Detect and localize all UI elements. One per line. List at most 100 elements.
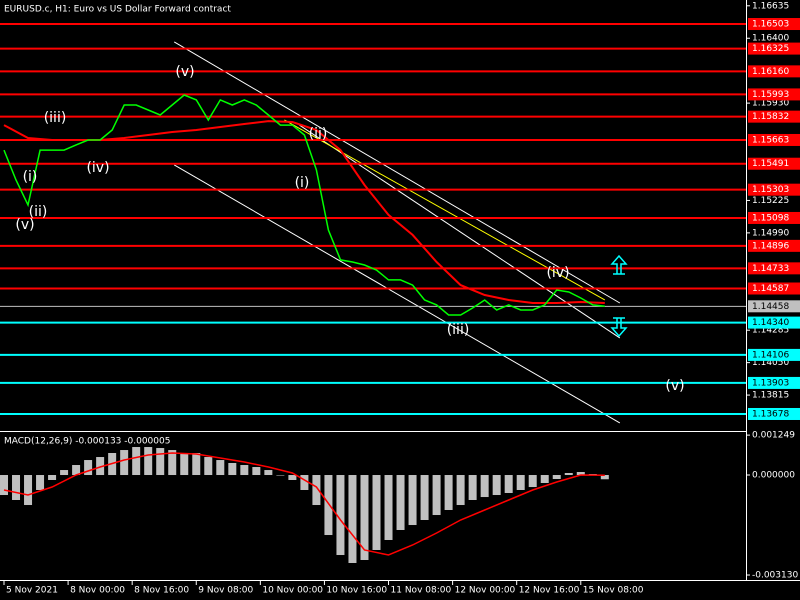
macd-bar [600, 475, 609, 480]
level-label-box [748, 300, 800, 313]
macd-bar [204, 457, 213, 476]
macd-bar [180, 453, 189, 476]
macd-bar [252, 467, 261, 476]
level-label-box [748, 42, 800, 55]
sell-arrow [610, 317, 628, 338]
macd-bar [312, 475, 321, 506]
x-tick-label: 9 Nov 08:00 [198, 586, 253, 596]
level-label: 1.13678 [752, 409, 789, 419]
macd-bar [156, 448, 165, 476]
level-label: 1.15663 [752, 135, 789, 145]
macd-bar [84, 460, 93, 476]
x-tick-label: 15 Nov 08:00 [583, 586, 644, 596]
y-tick-label: 1.13815 [752, 391, 789, 401]
wave-label: (ii) [309, 126, 328, 142]
macd-bar [72, 465, 81, 476]
wave-label: (i) [23, 169, 38, 185]
y-tick-label: 0.001249 [752, 431, 795, 441]
x-tick-label: 8 Nov 00:00 [70, 586, 125, 596]
level-label: 1.14587 [752, 284, 789, 294]
level-label-box [748, 407, 800, 420]
macd-bar [492, 475, 501, 496]
macd-bar [360, 475, 369, 560]
macd-bar [216, 460, 225, 476]
y-tick-label: 1.14285 [752, 326, 789, 336]
macd-bar [48, 475, 57, 480]
trend-line [173, 41, 621, 304]
level-label-box [748, 239, 800, 252]
macd-bar [288, 475, 297, 480]
wave-label: (v) [665, 378, 684, 394]
macd-bar [264, 470, 273, 476]
macd-bar [336, 475, 345, 556]
level-label: 1.14896 [752, 241, 789, 251]
level-label-box [748, 18, 800, 31]
level-label-box [748, 262, 800, 275]
level-label: 1.15303 [752, 185, 789, 195]
y-tick-label: -0.003130 [752, 571, 798, 581]
macd-bar [12, 475, 21, 500]
wave-label: (iii) [447, 322, 470, 338]
macd-bar [408, 475, 417, 526]
macd-bar [240, 465, 249, 476]
macd-bar [576, 472, 585, 476]
x-tick-label: 12 Nov 00:00 [455, 586, 516, 596]
y-tick-label: 1.15930 [752, 99, 789, 109]
wave-label: (iii) [44, 110, 67, 126]
x-tick-label: 10 Nov 00:00 [262, 586, 323, 596]
level-label-box [748, 348, 800, 361]
macd-bar [324, 475, 333, 536]
level-label-box [748, 157, 800, 170]
macd-bar [168, 450, 177, 476]
y-tick-label: 1.14050 [752, 358, 789, 368]
macd-bar [456, 475, 465, 506]
y-tick-label: 1.15225 [752, 196, 789, 206]
trend-line [284, 119, 606, 301]
level-label-box [748, 282, 800, 295]
macd-bar [276, 475, 285, 476]
level-label: 1.14340 [752, 318, 789, 328]
level-label: 1.15098 [752, 213, 789, 223]
level-label: 1.15832 [752, 112, 789, 122]
x-tick-label: 12 Nov 16:00 [519, 586, 580, 596]
wave-label: (v) [175, 64, 194, 80]
y-tick-label: 0.000000 [752, 471, 795, 481]
macd-bar [132, 447, 141, 476]
macd-bar [372, 475, 381, 550]
level-label-box [748, 211, 800, 224]
y-tick-label: 1.16400 [752, 34, 789, 44]
wave-label: (v) [15, 217, 34, 233]
level-label-box [748, 316, 800, 329]
level-label: 1.14733 [752, 264, 789, 274]
macd-bar [564, 473, 573, 476]
level-label-box [748, 110, 800, 123]
level-label-box [748, 183, 800, 196]
level-label: 1.16160 [752, 67, 789, 77]
level-label: 1.14106 [752, 350, 789, 360]
buy-arrow [610, 254, 628, 275]
macd-bar [396, 475, 405, 530]
macd-title: MACD(12,26,9) -0.000133 -0.000005 [4, 437, 170, 447]
x-tick-label: 11 Nov 08:00 [391, 586, 452, 596]
wave-label: (iv) [86, 160, 109, 176]
moving-average [3, 120, 605, 304]
chart-title: EURUSD.c, H1: Euro vs US Dollar Forward … [4, 5, 231, 15]
signal-line [3, 452, 605, 556]
x-tick-label: 5 Nov 2021 [6, 586, 58, 596]
level-label-box [748, 376, 800, 389]
macd-bar [444, 475, 453, 510]
macd-bar [516, 475, 525, 490]
macd-bar [348, 475, 357, 564]
y-tick-label: 1.16635 [752, 1, 789, 11]
macd-bar [552, 475, 561, 480]
macd-bar [24, 475, 33, 506]
wave-label: (i) [295, 175, 310, 191]
macd-bar [60, 470, 69, 476]
level-label-box [748, 65, 800, 78]
macd-bar [504, 475, 513, 494]
level-label: 1.13903 [752, 378, 789, 388]
level-label: 1.16503 [752, 20, 789, 30]
